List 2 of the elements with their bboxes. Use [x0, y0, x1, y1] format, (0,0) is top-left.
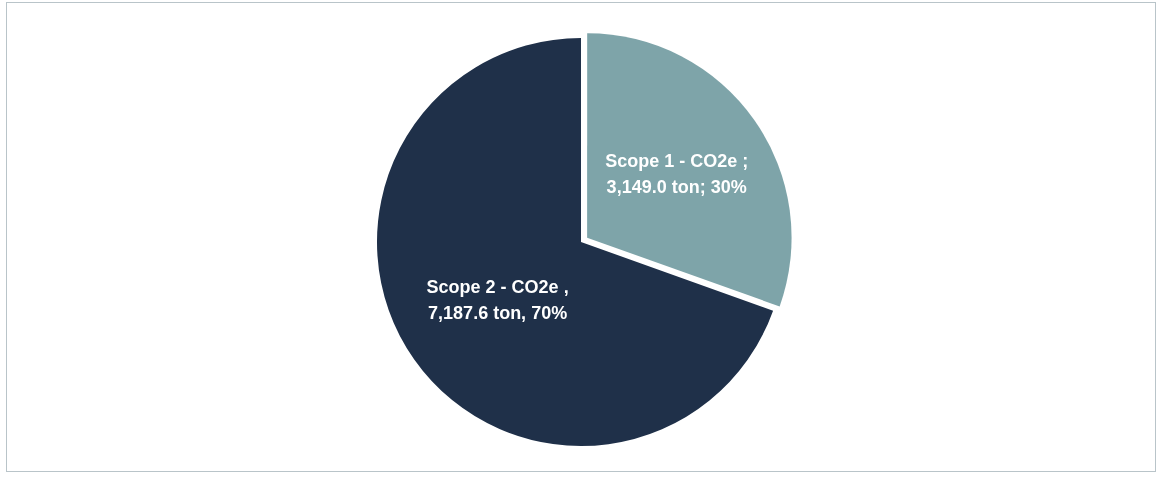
slice-label: Scope 2 - CO2e , 7,187.6 ton, 70% — [426, 276, 569, 323]
slice-label: Scope 1 - CO2e ; 3,149.0 ton; 30% — [605, 150, 749, 197]
